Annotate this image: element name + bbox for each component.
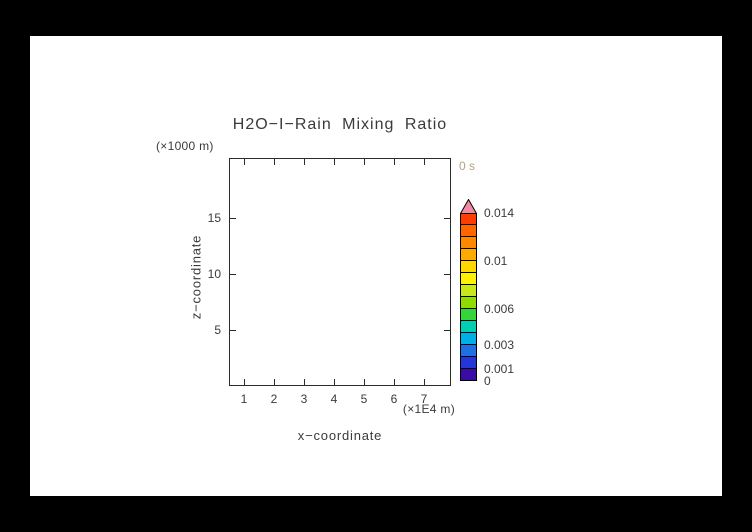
x-axis-major-tick	[424, 379, 425, 385]
y-tick-label: 15	[207, 211, 221, 226]
colorbar-tick-label: 0.006	[484, 302, 515, 316]
colorbar-box	[460, 345, 477, 357]
y-axis-right-tick	[444, 218, 450, 220]
x-tick-label: 7	[420, 392, 428, 406]
colorbar-box	[460, 285, 477, 297]
y-tick-label: 10	[207, 267, 221, 282]
y-axis-right-tick	[444, 274, 450, 276]
x-axis-major-tick	[394, 379, 395, 385]
colorbar-tick-label: 0.01	[484, 254, 508, 268]
colorbar-box	[460, 237, 477, 249]
x-axis-top-tick	[304, 159, 305, 165]
x-tick-label: 6	[390, 392, 398, 406]
x-axis-top-tick	[424, 159, 425, 165]
x-axis-top-tick	[364, 159, 365, 165]
colorbar-box	[460, 357, 477, 369]
x-axis-major-tick	[364, 379, 365, 385]
x-axis-unit-label: (×1E4 m)	[402, 402, 455, 416]
x-axis-top-tick	[394, 159, 395, 165]
x-axis-top-tick	[334, 159, 335, 165]
x-axis-major-tick	[304, 379, 305, 385]
time-label: 0 s	[458, 159, 475, 173]
x-axis-title: x−coordinate	[297, 428, 383, 443]
colorbar-box	[460, 309, 477, 321]
x-tick-label: 4	[330, 392, 338, 406]
x-axis-top-tick	[244, 159, 245, 165]
x-axis-top-tick	[274, 159, 275, 165]
x-tick-label: 1	[240, 392, 248, 406]
plot-area	[229, 158, 451, 386]
colorbar-box	[460, 261, 477, 273]
y-tick-label: 5	[214, 323, 221, 338]
colorbar-box	[460, 249, 477, 261]
colorbar-box	[460, 333, 477, 345]
y-axis-unit-label: (×1000 m)	[156, 139, 214, 153]
colorbar-box	[460, 225, 477, 237]
x-tick-label: 3	[300, 392, 308, 406]
colorbar-box	[460, 321, 477, 333]
y-axis-major-tick	[230, 274, 236, 276]
y-axis-right-tick	[444, 330, 450, 332]
colorbar-tick-label: 0.014	[484, 206, 515, 220]
colorbar-over-triangle	[460, 199, 477, 214]
colorbar-box	[460, 369, 477, 381]
x-tick-label: 5	[360, 392, 368, 406]
x-tick-label: 2	[270, 392, 278, 406]
colorbar-box	[460, 273, 477, 285]
colorbar-tick-label: 0.003	[484, 338, 515, 352]
colorbar-tick-label: 0.001	[484, 362, 515, 376]
y-axis-major-tick	[230, 218, 236, 220]
plot-canvas: H2O−I−Rain Mixing Ratio (×1000 m) 0 s z−…	[30, 36, 722, 496]
chart-title: H2O−I−Rain Mixing Ratio	[232, 116, 448, 133]
x-axis-major-tick	[274, 379, 275, 385]
x-axis-major-tick	[244, 379, 245, 385]
colorbar-box	[460, 297, 477, 309]
x-axis-major-tick	[334, 379, 335, 385]
colorbar-tick-label: 0	[484, 374, 491, 388]
colorbar-box	[460, 213, 477, 225]
y-axis-major-tick	[230, 330, 236, 332]
